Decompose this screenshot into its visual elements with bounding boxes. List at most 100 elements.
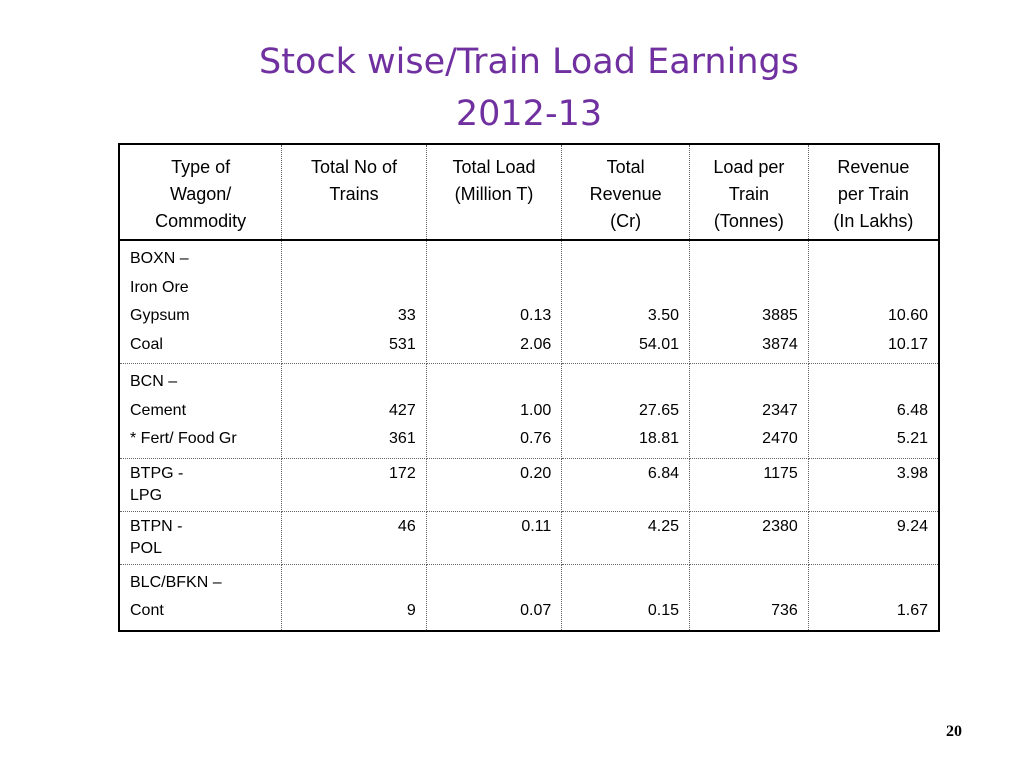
cell-value: [292, 368, 415, 397]
cell-value: [700, 245, 798, 274]
cell-value: 2470: [762, 430, 798, 447]
cell-value: [819, 245, 928, 274]
cell-value: 0.20: [520, 464, 552, 482]
cell-value: 427: [389, 401, 416, 419]
column-header-line: Type of: [171, 157, 231, 177]
cell-value: 4.25: [647, 517, 679, 535]
column-header-line: Commodity: [155, 211, 247, 231]
table-cell-load-per-train: 2380: [689, 510, 809, 565]
column-header-load-per-train: Load per Train (Tonnes): [689, 143, 809, 241]
table-cell-total-load: 1.00 0.76: [425, 363, 563, 459]
cell-value: [292, 538, 415, 560]
commodity-label: BOXN –: [130, 250, 189, 267]
cell-value: [572, 274, 679, 303]
cell-value: [572, 485, 679, 507]
cell-value: 736: [771, 602, 798, 619]
cell-value: [437, 368, 552, 397]
cell-value: [437, 485, 552, 507]
column-header-line: Revenue: [589, 184, 662, 204]
commodity-label: POL: [130, 539, 163, 557]
table-cell-total-load: 0.20: [425, 457, 563, 512]
commodity-label: LPG: [130, 486, 163, 504]
cell-value: [292, 245, 415, 274]
table-cell-load-per-train: 2347 2470: [689, 363, 809, 459]
cell-value: [437, 538, 552, 560]
cell-value: 3885: [762, 307, 798, 324]
cell-value: 3874: [762, 335, 798, 353]
cell-value: 172: [389, 464, 416, 482]
title-line-1: Stock wise/Train Load Earnings: [259, 42, 799, 82]
cell-value: 3.98: [896, 464, 928, 482]
cell-value: 0.11: [521, 517, 552, 535]
column-header-line: Wagon/: [169, 184, 232, 204]
table-cell-total-revenue: 0.15: [561, 563, 690, 631]
cell-value: [819, 274, 928, 303]
table-cell-revenue-per-train: 3.98: [807, 457, 940, 512]
column-header-line: Revenue: [837, 157, 910, 177]
table-cell-revenue-per-train: 10.60 10.17: [807, 239, 940, 364]
column-header-line: Total No of: [310, 157, 398, 177]
cell-value: [292, 569, 415, 598]
table-cell-wagon-type: BTPG - LPG: [118, 457, 283, 512]
column-header-revenue-per-train: Revenue per Train (In Lakhs): [807, 143, 940, 241]
commodity-label: Iron Ore: [130, 278, 189, 296]
commodity-label: BTPG -: [130, 464, 184, 482]
column-header-line: Trains: [329, 184, 379, 204]
table-cell-total-revenue: 27.65 18.81: [561, 363, 690, 459]
commodity-label: BTPN -: [130, 517, 183, 535]
cell-value: 0.07: [520, 602, 552, 619]
table-cell-revenue-per-train: 6.48 5.21: [807, 363, 940, 459]
table-row-group: BCN – Cement * Fert/ Food Gr 427 361 1.00 0.76…: [118, 363, 940, 459]
cell-value: 0.15: [647, 602, 679, 619]
cell-value: [819, 569, 928, 598]
cell-value: 6.48: [896, 401, 928, 419]
table-cell-total-trains: 427 361: [281, 363, 427, 459]
cell-value: 0.13: [520, 307, 552, 324]
column-header-line: (Tonnes): [713, 211, 784, 231]
column-header-line: Total: [606, 157, 645, 177]
column-header-total-trains: Total No of Trains: [281, 143, 427, 241]
cell-value: 6.84: [647, 464, 679, 482]
table-cell-total-load: 0.11: [425, 510, 563, 565]
cell-value: [572, 538, 679, 560]
column-header-line: Total Load: [452, 157, 536, 177]
table-cell-total-trains: 33 531: [281, 239, 427, 364]
commodity-label: BCN –: [130, 373, 178, 390]
table-cell-load-per-train: 3885 3874: [689, 239, 809, 364]
cell-value: [572, 245, 679, 274]
cell-value: [437, 245, 552, 274]
cell-value: [572, 368, 679, 397]
cell-value: [700, 569, 798, 598]
cell-value: 54.01: [638, 335, 679, 353]
table-row-group: BOXN – Iron Ore Gypsum Coal 33 531 0.13 2.06 3.5…: [118, 239, 940, 364]
commodity-label: Cement: [130, 401, 187, 419]
cell-value: 5.21: [896, 430, 928, 447]
cell-value: 18.81: [638, 430, 679, 447]
table-row-group: BTPN - POL 46 0.11 4.25 2380 9.24: [118, 510, 940, 565]
table-cell-total-load: 0.13 2.06: [425, 239, 563, 364]
column-header-line: (In Lakhs): [833, 211, 914, 231]
table-cell-wagon-type: BCN – Cement * Fert/ Food Gr: [118, 363, 283, 459]
cell-value: 1175: [763, 464, 798, 482]
title-line-2: 2012-13: [455, 94, 603, 134]
cell-value: 3.50: [647, 307, 679, 324]
cell-value: [700, 538, 798, 560]
cell-value: [700, 274, 798, 303]
cell-value: 2347: [762, 401, 798, 419]
column-header-total-revenue: Total Revenue (Cr): [561, 143, 690, 241]
table-header-row: Type of Wagon/Commodity Total No of Trains T…: [118, 143, 940, 241]
table-cell-wagon-type: BTPN - POL: [118, 510, 283, 565]
commodity-label: Cont: [130, 602, 164, 619]
cell-value: 9: [406, 602, 416, 619]
cell-value: 10.17: [887, 335, 928, 353]
table-cell-wagon-type: BOXN – Iron Ore Gypsum Coal: [118, 239, 283, 364]
cell-value: [819, 538, 928, 560]
commodity-label: * Fert/ Food Gr: [130, 430, 237, 447]
cell-value: 1.00: [520, 401, 552, 419]
cell-value: 46: [397, 517, 416, 535]
table-cell-total-trains: 9: [281, 563, 427, 631]
commodity-label: BLC/BFKN –: [130, 573, 222, 591]
cell-value: 531: [389, 335, 416, 353]
cell-value: [437, 274, 552, 303]
cell-value: 1.67: [896, 602, 928, 619]
